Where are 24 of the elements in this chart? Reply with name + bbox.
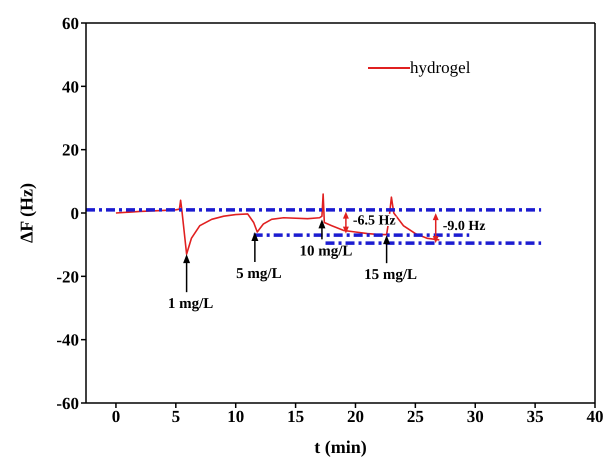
y-axis-title: ΔF (Hz)	[16, 182, 36, 244]
x-tick-label: 0	[112, 407, 120, 426]
y-tick-label: -20	[56, 267, 79, 286]
x-tick-label: 20	[346, 407, 364, 426]
x-tick-label: 10	[227, 407, 244, 426]
y-tick-label: -60	[56, 394, 79, 414]
y-tick-label: -40	[56, 330, 79, 350]
annotation: 1 mg/L	[168, 296, 214, 312]
x-tick-label: 15	[287, 407, 304, 426]
legend-label: hydrogel	[410, 58, 470, 78]
annotation: 15 mg/L	[364, 267, 418, 284]
annotation: -9.0 Hz	[442, 219, 486, 234]
x-tick-label: 25	[406, 407, 424, 426]
y-tick-label: 40	[62, 77, 79, 96]
y-tick-label: 60	[62, 14, 79, 34]
y-tick-label: 20	[62, 140, 79, 160]
x-tick-label: 30	[466, 407, 484, 426]
x-tick-label: 40	[586, 407, 604, 426]
x-tick-label: 35	[526, 407, 544, 426]
x-axis-title: t (min)	[314, 437, 367, 457]
y-tick-label: 0	[70, 204, 79, 224]
annotation: 5 mg/L	[236, 266, 282, 282]
annotation: 10 mg/L	[299, 243, 352, 260]
x-tick-label: 5	[172, 407, 180, 426]
